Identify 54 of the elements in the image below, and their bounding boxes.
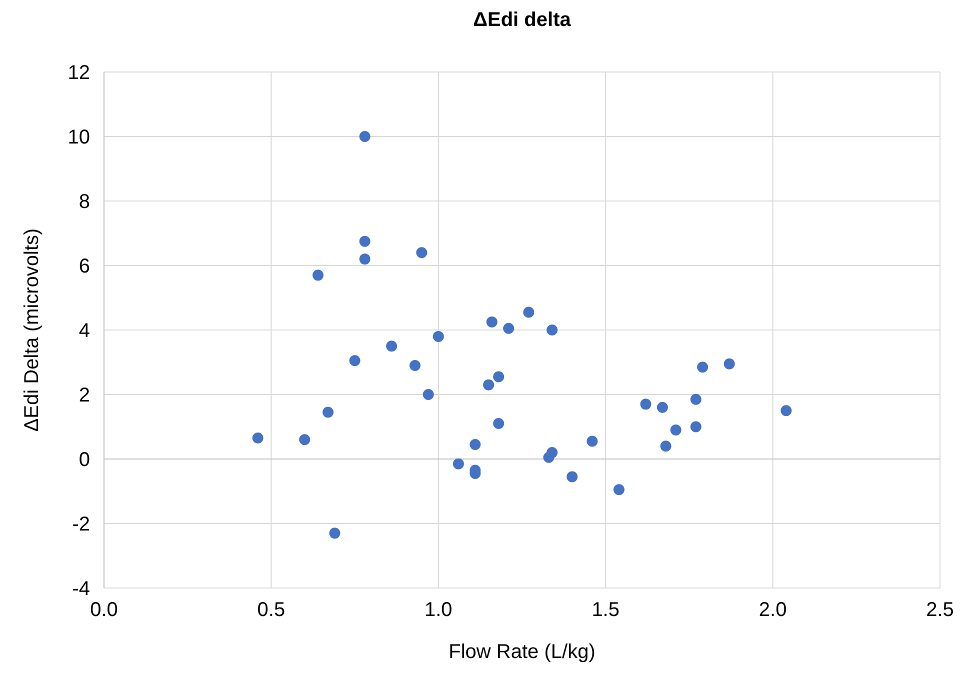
point [349,355,360,366]
point [432,330,444,342]
y-tick-label: 10 [68,126,90,148]
point [359,131,370,142]
point [523,306,534,318]
point [452,458,464,470]
x-tick-label: 1.0 [424,599,452,621]
x-tick-label: 0.5 [257,599,286,621]
point [697,362,708,373]
y-tick-label: -2 [72,514,90,536]
point [546,324,558,336]
point [493,418,504,430]
point [386,340,398,352]
x-tick-label: 2.5 [926,599,954,621]
point [780,405,792,416]
chart-title: ΔEdi delta [473,9,572,31]
y-tick-label: 12 [68,62,90,84]
y-tick-label: 0 [78,449,90,471]
point [503,322,514,334]
point [660,440,672,452]
x-tick-label: 1.5 [592,599,620,621]
point [543,452,554,463]
x-tick-label: 2.0 [758,599,787,621]
y-tick-label: 4 [78,320,90,342]
point [566,471,578,482]
point [483,379,494,390]
point [670,424,682,436]
point [724,358,735,370]
point [359,236,370,247]
point [359,254,370,265]
point [640,398,652,410]
point [252,432,264,444]
point [586,436,598,447]
point [312,270,324,281]
point [656,402,668,413]
x-tick-label: 0.0 [90,599,118,621]
point [613,484,624,496]
x-axis-title: Flow Rate (L/kg) [448,641,596,663]
point [329,528,340,539]
y-axis-title: ΔEdi Delta (microvolts) [21,228,43,432]
y-tick-label: 2 [78,384,90,406]
point [422,389,434,400]
point [690,421,702,432]
y-tick-label: 6 [78,256,90,278]
y-tick-label: 8 [78,191,90,213]
point [322,406,334,418]
point [299,434,310,446]
point [416,247,428,258]
point [486,316,498,328]
point [493,371,504,382]
point [470,438,481,450]
point [690,394,702,405]
point [409,360,420,371]
y-tick-label: -4 [72,578,90,600]
